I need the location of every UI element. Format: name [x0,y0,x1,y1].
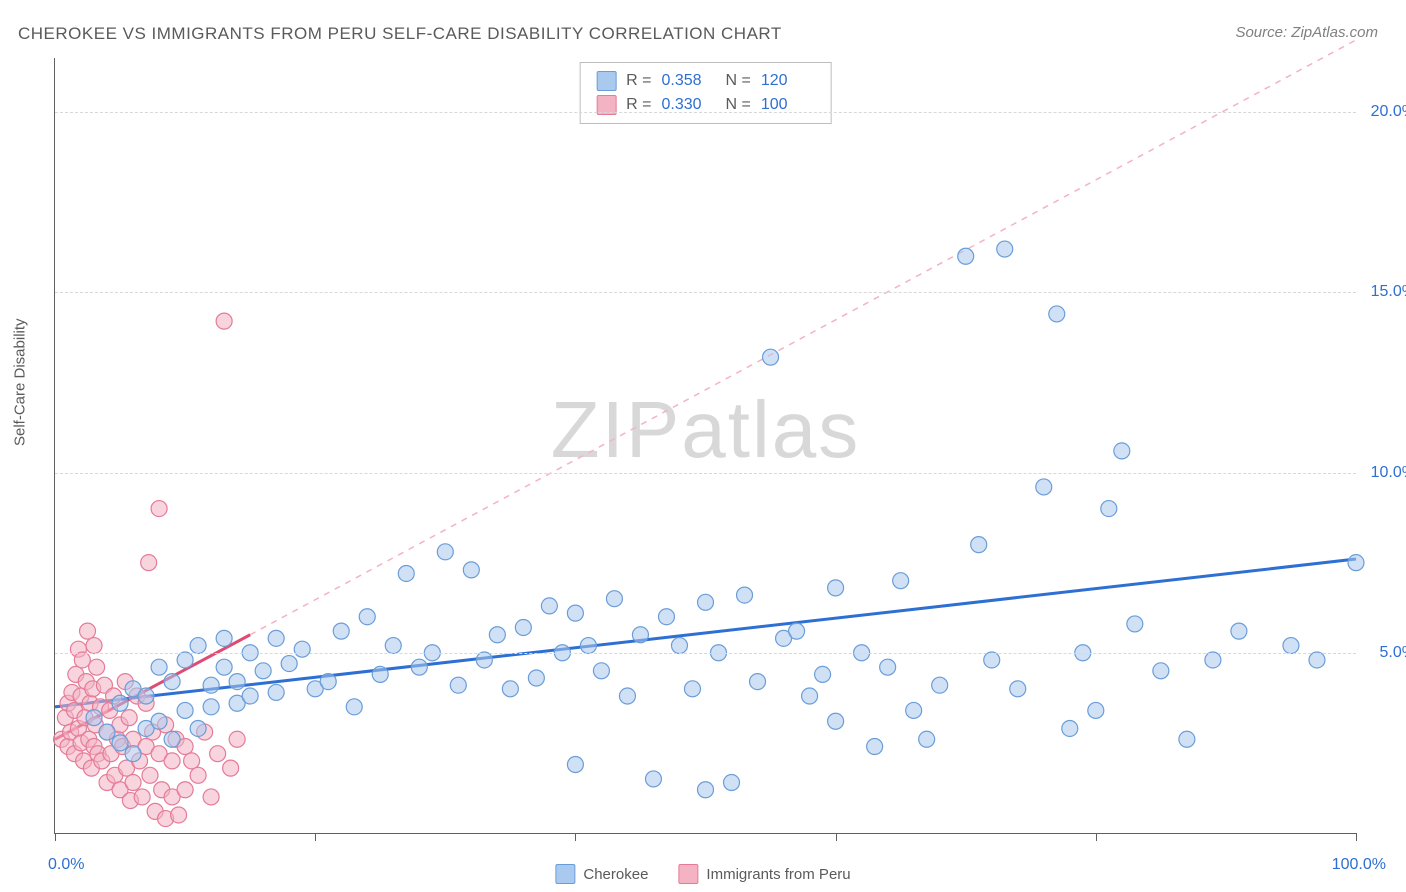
x-axis-min-label: 0.0% [48,856,84,874]
legend: Cherokee Immigrants from Peru [555,864,850,884]
chart-title: CHEROKEE VS IMMIGRANTS FROM PERU SELF-CA… [18,24,782,44]
x-tick [836,833,837,841]
y-tick-label: 10.0% [1361,464,1406,482]
y-tick-label: 5.0% [1361,644,1406,662]
swatch-peru [678,864,698,884]
stat-r-label: R = [626,69,651,93]
stats-row-1: R = 0.358 N = 120 [596,69,815,93]
swatch-cherokee [555,864,575,884]
x-tick [1356,833,1357,841]
stat-n-label: N = [726,69,751,93]
legend-item-peru: Immigrants from Peru [678,864,850,884]
plot-svg [55,58,1356,833]
stat-r-value-2: 0.330 [662,93,716,117]
y-axis-label: Self-Care Disability [12,318,29,446]
y-tick-label: 20.0% [1361,103,1406,121]
legend-label: Cherokee [583,866,648,883]
gridline-h [55,653,1356,654]
gridline-h [55,473,1356,474]
stat-n-value-2: 100 [761,93,815,117]
x-tick [55,833,56,841]
legend-item-cherokee: Cherokee [555,864,648,884]
x-tick [575,833,576,841]
y-tick-label: 15.0% [1361,283,1406,301]
source-attribution: Source: ZipAtlas.com [1235,24,1378,41]
gridline-h [55,112,1356,113]
plot-area: ZIPatlas R = 0.358 N = 120 R = 0.330 N =… [54,58,1356,834]
legend-label: Immigrants from Peru [706,866,850,883]
stats-row-2: R = 0.330 N = 100 [596,93,815,117]
x-tick [315,833,316,841]
swatch-cherokee [596,71,616,91]
stat-r-value-1: 0.358 [662,69,716,93]
x-axis-max-label: 100.0% [1332,856,1386,874]
stat-r-label: R = [626,93,651,117]
x-tick [1096,833,1097,841]
stat-n-label: N = [726,93,751,117]
stats-box: R = 0.358 N = 120 R = 0.330 N = 100 [579,62,832,124]
stat-n-value-1: 120 [761,69,815,93]
gridline-h [55,292,1356,293]
